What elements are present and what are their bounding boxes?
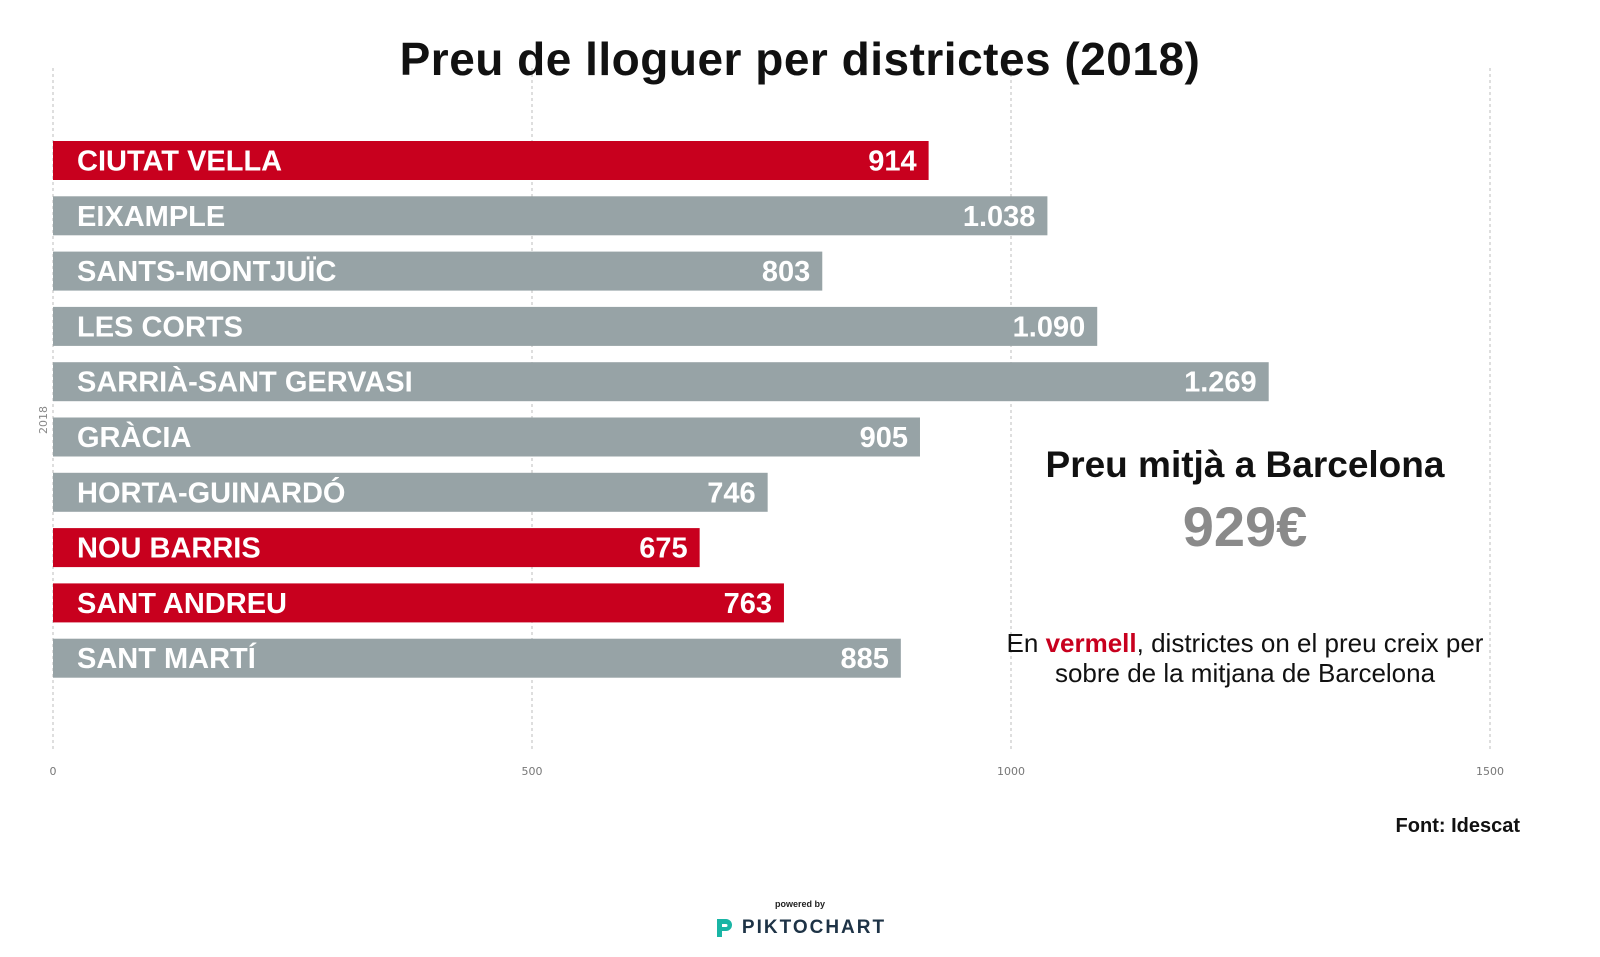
bar-category-label: SANT MARTÍ (77, 641, 257, 675)
average-value: 929€ (1182, 495, 1308, 558)
bar-value-label: 1.038 (963, 201, 1036, 233)
bar-category-label: LES CORTS (77, 311, 243, 343)
axis-label: 2018 (37, 406, 50, 434)
bar-category-label: SANT ANDREU (77, 588, 287, 620)
bar-value-label: 763 (724, 588, 772, 620)
bar-value-label: 746 (707, 477, 755, 509)
bar-category-label: EIXAMPLE (77, 201, 225, 233)
brand-name: PIKTOCHART (741, 917, 887, 938)
brand-footer[interactable]: powered by PIKTOCHART (690, 898, 910, 945)
average-panel: Preu mitjà a Barcelona 929€ (975, 445, 1515, 557)
x-tick-label: 1000 (997, 765, 1025, 778)
bar-value-label: 1.090 (1013, 311, 1086, 343)
bar (53, 141, 929, 180)
bar-category-label: GRÀCIA (77, 420, 191, 454)
bar-value-label: 803 (762, 256, 810, 288)
bar (53, 583, 784, 623)
bar (53, 638, 901, 678)
bar-value-label: 914 (868, 146, 916, 178)
bar (53, 472, 768, 512)
source-credit: Font: Idescat (1395, 815, 1520, 837)
x-tick-label: 500 (522, 765, 543, 778)
chart-title: Preu de lloguer per districtes (2018) (399, 33, 1201, 85)
bar-category-label: HORTA-GUINARDÓ (77, 475, 346, 509)
note-prefix: En (1006, 628, 1046, 658)
x-tick-label: 0 (50, 765, 57, 778)
bar-category-label: CIUTAT VELLA (77, 146, 282, 178)
bar (53, 306, 1098, 346)
bar-category-label: SARRIÀ-SANT GERVASI (77, 365, 413, 399)
bar-value-label: 675 (639, 533, 687, 565)
x-tick-label: 1500 (1476, 765, 1504, 778)
bar-value-label: 885 (840, 643, 888, 675)
bar (53, 196, 1048, 236)
bar (53, 251, 823, 291)
bar (53, 417, 920, 457)
piktochart-logo-icon (716, 919, 732, 937)
average-title: Preu mitjà a Barcelona (1045, 444, 1445, 485)
bar-value-label: 905 (860, 422, 908, 454)
brand-row: PIKTOCHART (714, 916, 886, 940)
legend-note: En vermell, districtes on el preu creix … (975, 628, 1515, 688)
bar-value-label: 1.269 (1184, 367, 1257, 399)
bar (53, 528, 700, 568)
bar (53, 362, 1269, 402)
bar-category-label: NOU BARRIS (77, 533, 261, 565)
note-suffix: , districtes on el preu creix per sobre … (1054, 628, 1484, 688)
note-highlight: vermell (1045, 628, 1137, 658)
bar-category-label: SANTS-MONTJUÏC (77, 255, 336, 288)
brand-powered-text: powered by (774, 899, 825, 909)
